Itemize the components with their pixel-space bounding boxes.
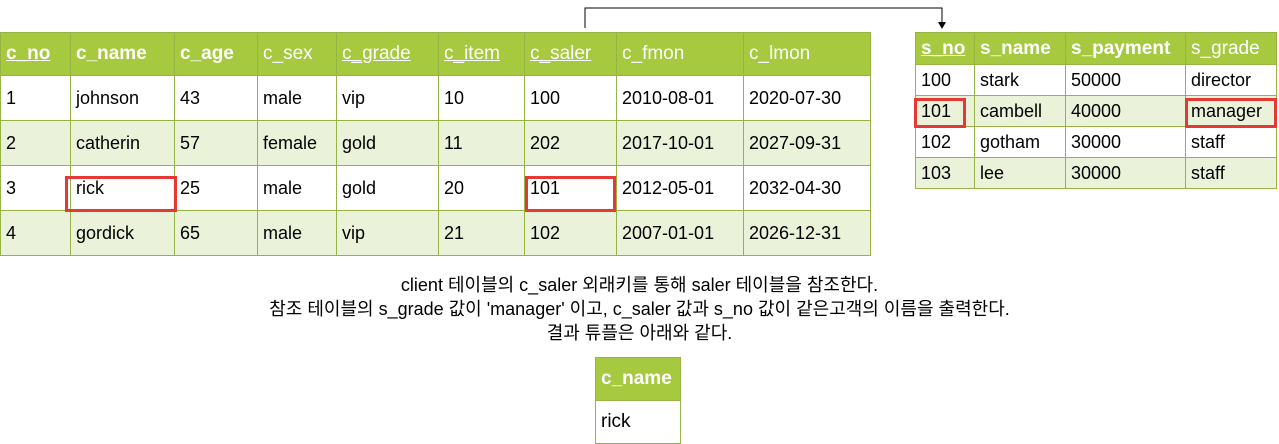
result-table: c_name rick (595, 357, 681, 444)
arrow-head-icon (938, 22, 946, 29)
client-cell-c-item: 20 (438, 165, 525, 211)
client-cell-c-name: catherin (70, 120, 175, 166)
client-header-c-sex: c_sex (257, 32, 337, 76)
client-cell-c-sex: male (257, 165, 337, 211)
client-header-c-item: c_item (438, 32, 525, 76)
saler-cell-s-grade: staff (1185, 126, 1277, 158)
saler-table: s_no s_name s_payment s_grade 100 stark 50000… (915, 32, 1277, 189)
result-header-row: c_name (595, 357, 681, 401)
saler-cell-s-payment: 40000 (1065, 95, 1186, 127)
client-cell-c-item: 10 (438, 75, 525, 121)
client-cell-c-fmon: 2012-05-01 (616, 165, 744, 211)
highlight-s-grade-manager (1185, 98, 1277, 128)
description-line-2: 참조 테이블의 s_grade 값이 'manager' 이고, c_saler… (269, 299, 1010, 319)
client-cell-c-grade: gold (336, 120, 439, 166)
saler-header-s-no: s_no (915, 32, 975, 65)
client-header-c-age: c_age (174, 32, 258, 76)
saler-row: 100 stark 50000 director (915, 64, 1277, 96)
saler-cell-s-no: 103 (915, 157, 975, 189)
saler-cell-s-no: 102 (915, 126, 975, 158)
description-line-1: client 테이블의 c_saler 외래키를 통해 saler 테이블을 참… (400, 275, 879, 295)
highlight-c-saler-101 (525, 176, 616, 212)
client-header-c-saler: c_saler (524, 32, 617, 76)
client-cell-c-grade: gold (336, 165, 439, 211)
client-cell-c-saler: 101 (524, 165, 617, 211)
client-header-c-fmon: c_fmon (616, 32, 744, 76)
saler-cell-s-name: cambell (974, 95, 1066, 127)
client-cell-c-age: 25 (174, 165, 258, 211)
client-cell-c-fmon: 2007-01-01 (616, 210, 744, 256)
highlight-s-no-101 (914, 98, 966, 128)
client-cell-c-lmon: 2032-04-30 (743, 165, 871, 211)
client-cell-c-no: 3 (0, 165, 71, 211)
saler-cell-s-grade: director (1185, 64, 1277, 96)
client-header-c-lmon: c_lmon (743, 32, 871, 76)
saler-cell-s-no: 100 (915, 64, 975, 96)
client-cell-c-name: johnson (70, 75, 175, 121)
saler-header-s-name: s_name (974, 32, 1066, 65)
client-cell-c-no: 2 (0, 120, 71, 166)
result-cell-c-name: rick (595, 400, 681, 444)
client-cell-c-no: 4 (0, 210, 71, 256)
client-cell-c-age: 43 (174, 75, 258, 121)
saler-row: 101 cambell 40000 manager (915, 95, 1277, 127)
client-header-row: c_no c_name c_age c_sex c_grade c_item c_saler… (0, 32, 871, 76)
client-cell-c-grade: vip (336, 210, 439, 256)
highlight-c-name-rick (65, 176, 177, 212)
saler-cell-s-grade: staff (1185, 157, 1277, 189)
client-cell-c-sex: male (257, 75, 337, 121)
client-cell-c-fmon: 2010-08-01 (616, 75, 744, 121)
saler-header-s-grade: s_grade (1185, 32, 1277, 65)
client-body: 1 johnson 43 male vip 10 100 2010-08-01 2020-07-… (0, 75, 871, 256)
client-cell-c-fmon: 2017-10-01 (616, 120, 744, 166)
client-cell-c-age: 65 (174, 210, 258, 256)
client-cell-c-grade: vip (336, 75, 439, 121)
client-cell-c-age: 57 (174, 120, 258, 166)
client-cell-c-sex: male (257, 210, 337, 256)
saler-cell-s-name: gotham (974, 126, 1066, 158)
client-cell-c-saler: 100 (524, 75, 617, 121)
description-text: client 테이블의 c_saler 외래키를 통해 saler 테이블을 참… (0, 273, 1279, 345)
client-cell-c-lmon: 2020-07-30 (743, 75, 871, 121)
client-table: c_no c_name c_age c_sex c_grade c_item c_saler… (0, 32, 871, 256)
client-header-c-name: c_name (70, 32, 175, 76)
saler-header-s-payment: s_payment (1065, 32, 1186, 65)
saler-cell-s-name: lee (974, 157, 1066, 189)
description-line-3: 결과 튜플은 아래와 같다. (546, 323, 733, 343)
result-row: rick (595, 400, 681, 444)
saler-cell-s-payment: 50000 (1065, 64, 1186, 96)
client-cell-c-sex: female (257, 120, 337, 166)
result-header-c-name: c_name (595, 357, 681, 401)
client-cell-c-no: 1 (0, 75, 71, 121)
foreign-key-connector-line (584, 7, 943, 28)
saler-cell-s-payment: 30000 (1065, 157, 1186, 189)
client-row: 2 catherin 57 female gold 11 202 2017-10-01 2027… (0, 120, 871, 166)
client-cell-c-lmon: 2027-09-31 (743, 120, 871, 166)
client-cell-c-lmon: 2026-12-31 (743, 210, 871, 256)
client-cell-c-saler: 202 (524, 120, 617, 166)
saler-row: 103 lee 30000 staff (915, 157, 1277, 189)
saler-row: 102 gotham 30000 staff (915, 126, 1277, 158)
client-header-c-no: c_no (0, 32, 71, 76)
client-cell-c-item: 21 (438, 210, 525, 256)
client-cell-c-saler: 102 (524, 210, 617, 256)
client-cell-c-item: 11 (438, 120, 525, 166)
client-header-c-grade: c_grade (336, 32, 439, 76)
saler-header-row: s_no s_name s_payment s_grade (915, 32, 1277, 65)
client-row: 1 johnson 43 male vip 10 100 2010-08-01 2020-07-… (0, 75, 871, 121)
saler-cell-s-payment: 30000 (1065, 126, 1186, 158)
saler-body: 100 stark 50000 director 101 cambell 40000 mana… (915, 64, 1277, 189)
client-row: 4 gordick 65 male vip 21 102 2007-01-01 2026-12-… (0, 210, 871, 256)
client-cell-c-name: gordick (70, 210, 175, 256)
saler-cell-s-name: stark (974, 64, 1066, 96)
